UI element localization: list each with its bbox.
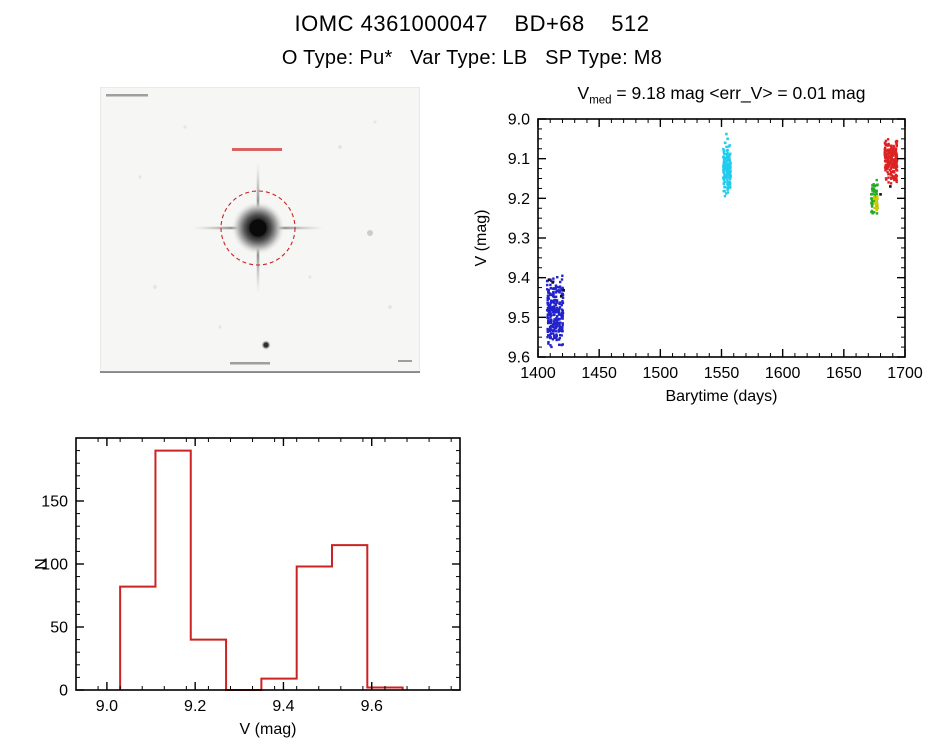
series-epoch-4-red <box>883 138 899 185</box>
plot-text: 9.1 <box>508 151 530 168</box>
tick-labels: 9.0 9.2 9.4 9.6 0 50 100 150 <box>41 494 383 716</box>
lightcurve-plot: 1400 1450 1500 1550 1600 1650 1700 9.0 9.1 9.2 9.3… <box>473 112 923 406</box>
plot-text: 1600 <box>765 365 801 382</box>
histogram-chart: 9.0 9.2 9.4 9.6 0 50 100 150 V (mag) N <box>30 428 480 744</box>
series-epoch-2-cyan <box>722 144 732 198</box>
target-star <box>249 219 267 237</box>
plot-text: 9.4 <box>272 698 294 715</box>
plot-text: 1450 <box>581 365 617 382</box>
plot-text: 9.5 <box>508 310 530 327</box>
finder-annotation-topleft <box>106 94 148 97</box>
series-epoch-3-yellow <box>872 194 879 212</box>
plot-frame <box>75 437 461 691</box>
plot-text: 9.0 <box>96 698 118 715</box>
field-star <box>367 230 373 236</box>
plot-text: 9.2 <box>184 698 206 715</box>
x-axis-label: Barytime (days) <box>665 388 777 405</box>
plot-text: 1400 <box>520 365 556 382</box>
series-epoch-1-blue <box>545 274 565 349</box>
plot-text: 1700 <box>887 365 923 382</box>
histogram-plot: 9.0 9.2 9.4 9.6 0 50 100 150 V (mag) N <box>33 437 461 738</box>
aperture-circle <box>220 190 296 266</box>
plot-frame <box>537 118 906 358</box>
major-ticks <box>76 438 460 691</box>
lightcurve-title-rest: = 9.18 mag <err_V> = 0.01 mag <box>611 83 866 103</box>
finder-image <box>99 86 421 374</box>
plot-text: 9.6 <box>361 698 383 715</box>
plot-text: 100 <box>41 557 68 574</box>
lightcurve-chart: Vmed = 9.18 mag <err_V> = 0.01 mag 1400 1… <box>460 82 944 417</box>
lightcurve-title: Vmed = 9.18 mag <err_V> = 0.01 mag <box>520 83 923 107</box>
finder-annotation-bottomright <box>398 360 412 362</box>
page-title: IOMC 4361000047 BD+68 512 <box>294 11 650 36</box>
plot-text: 1550 <box>704 365 740 382</box>
page-subtitle: O Type: Pu* Var Type: LB SP Type: M8 <box>281 47 663 69</box>
y-axis-label: V (mag) <box>473 210 490 267</box>
plot-text: 1650 <box>826 365 862 382</box>
plot-text: 9.6 <box>508 350 530 367</box>
finder-chart <box>99 86 421 374</box>
plot-text: 9.3 <box>508 231 530 248</box>
series-outliers-black <box>547 185 892 298</box>
lightcurve-title-var: V <box>577 83 590 103</box>
plot-text: 9.2 <box>508 191 530 208</box>
x-axis-label: V (mag) <box>240 721 297 738</box>
target-label-annotation <box>232 148 282 151</box>
plot-text: 1500 <box>643 365 679 382</box>
major-ticks <box>537 118 906 358</box>
tick-labels: 1400 1450 1500 1550 1600 1650 1700 9.0 9.1 9.2 9.3… <box>508 112 923 383</box>
lightcurve-title-sub: med <box>589 94 612 107</box>
field-noise <box>138 120 392 329</box>
y-axis-label: N <box>33 558 50 570</box>
finder-annotation-bottom <box>230 362 270 365</box>
plot-text: 9.4 <box>508 270 530 287</box>
plot-text: 150 <box>41 494 68 511</box>
minor-ticks <box>538 119 905 357</box>
companion-star <box>263 342 269 348</box>
histogram-outline <box>119 449 404 691</box>
plot-text: 50 <box>50 620 68 637</box>
minor-ticks <box>75 437 460 690</box>
series-epoch-2-cyan-bright <box>723 132 729 145</box>
plot-text: 0 <box>59 683 68 700</box>
plot-text: 9.0 <box>508 112 530 129</box>
